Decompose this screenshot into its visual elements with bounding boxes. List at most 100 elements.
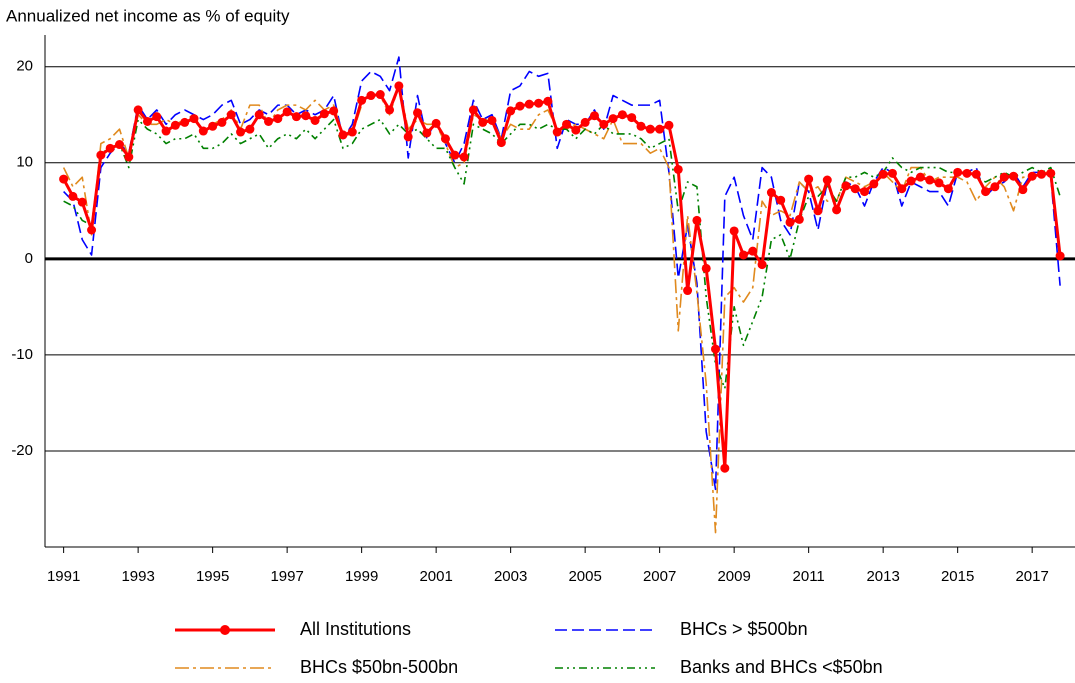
x-tick-label: 2015 [941, 568, 974, 585]
data-point [403, 132, 413, 142]
data-point [925, 175, 935, 185]
data-point [962, 168, 972, 178]
series-line [63, 56, 1061, 491]
data-point [841, 181, 851, 191]
data-point [506, 106, 516, 116]
data-point [515, 101, 525, 111]
data-point [170, 120, 180, 130]
data-point [152, 112, 162, 122]
series-line [62, 85, 1061, 534]
data-point [552, 127, 562, 137]
data-point [953, 167, 963, 177]
data-point [366, 91, 376, 101]
data-point [1055, 251, 1065, 261]
data-point [981, 187, 991, 197]
data-point [860, 187, 870, 197]
data-point [245, 124, 255, 134]
data-point [1027, 171, 1037, 181]
data-point [897, 184, 907, 194]
data-point [450, 150, 460, 160]
data-point [906, 176, 916, 186]
data-point [1046, 168, 1056, 178]
series-line [62, 84, 1062, 470]
data-point [655, 124, 665, 134]
data-point [1018, 185, 1028, 195]
data-point [813, 206, 823, 216]
data-point [208, 121, 218, 131]
x-tick-label: 2017 [1015, 568, 1048, 585]
series-line [63, 118, 1061, 390]
data-point [599, 119, 609, 129]
data-point [347, 127, 357, 137]
data-point [571, 125, 581, 135]
data-point [189, 114, 199, 124]
data-point [478, 117, 488, 127]
x-tick-label: 2005 [568, 568, 601, 585]
data-point [832, 205, 842, 215]
data-point [105, 143, 115, 153]
data-point [87, 225, 97, 235]
data-point [319, 109, 329, 119]
data-point [422, 128, 432, 138]
data-point [748, 246, 758, 256]
data-point [77, 197, 87, 207]
data-point [673, 164, 683, 174]
data-point [589, 111, 599, 121]
data-point [431, 118, 441, 128]
x-tick-label: 2001 [419, 568, 452, 585]
data-point [711, 344, 721, 354]
x-tick-label: 2007 [643, 568, 676, 585]
data-point [915, 172, 925, 182]
x-tick-label: 2009 [717, 568, 750, 585]
data-point [738, 250, 748, 260]
data-point [124, 152, 134, 162]
data-point [999, 172, 1009, 182]
y-tick-label: 0 [25, 250, 33, 267]
data-point [180, 117, 190, 127]
data-point [1036, 169, 1046, 179]
data-point [664, 120, 674, 130]
data-point [459, 152, 469, 162]
x-tick-label: 1999 [345, 568, 378, 585]
data-point [804, 174, 814, 184]
data-point [608, 114, 618, 124]
legend: All Institutions BHCs > $500bn BHCs $50bn-… [175, 619, 883, 677]
data-point [142, 116, 152, 126]
chart-title: Annualized net income as % of equity [6, 6, 290, 25]
legend-label: Banks and BHCs <$50bn [680, 657, 883, 677]
data-point [543, 96, 553, 106]
data-point [496, 138, 506, 148]
legend-label: All Institutions [300, 619, 411, 639]
data-point [59, 174, 69, 184]
data-point [375, 90, 385, 100]
data-point [385, 105, 395, 115]
data-point [524, 99, 534, 109]
data-point [236, 127, 246, 137]
x-tick-label: 1997 [270, 568, 303, 585]
x-tick-label: 2011 [793, 568, 825, 585]
data-point [887, 168, 897, 178]
data-point [254, 110, 264, 120]
x-tick-label: 2003 [494, 568, 527, 585]
data-point [562, 119, 572, 129]
data-point [133, 105, 143, 115]
data-point [757, 260, 767, 270]
data-point [878, 169, 888, 179]
data-point [338, 130, 348, 140]
data-point [776, 195, 786, 205]
y-tick-label: -10 [11, 346, 33, 363]
data-point [636, 121, 646, 131]
data-point [990, 182, 1000, 192]
data-point [264, 116, 274, 126]
data-point [934, 178, 944, 188]
data-point [68, 191, 78, 201]
data-point [766, 188, 776, 198]
data-point [440, 134, 450, 144]
data-point [645, 124, 655, 134]
data-point [785, 217, 795, 227]
data-point [273, 114, 283, 124]
data-point [413, 108, 423, 118]
data-point [869, 179, 879, 189]
